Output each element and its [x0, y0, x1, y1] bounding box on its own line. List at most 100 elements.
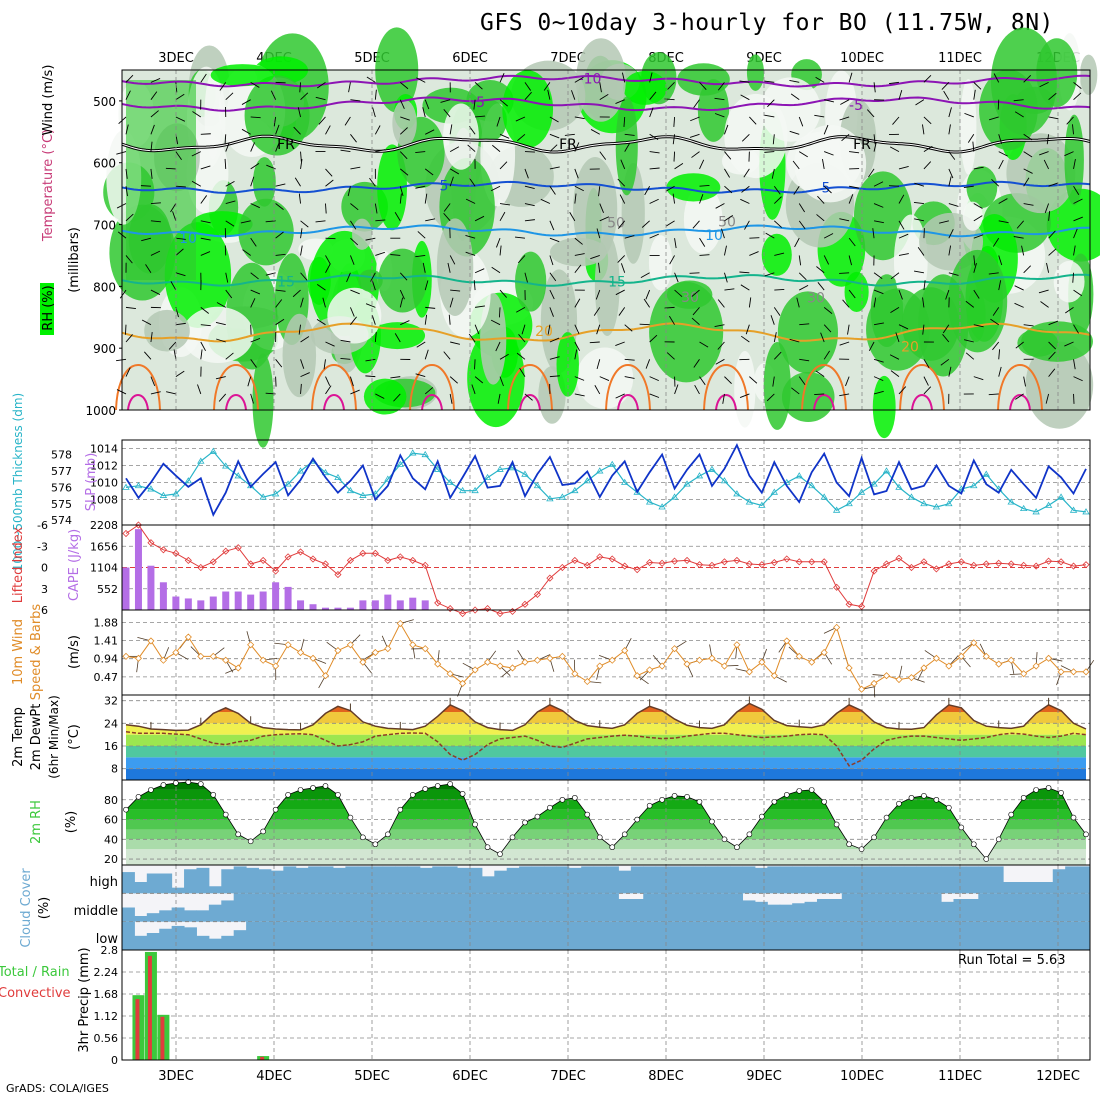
lifted-index-point: [359, 549, 367, 557]
rh-point: [559, 796, 566, 803]
cloud-bar: [779, 866, 793, 894]
lifted-index-point: [970, 561, 978, 569]
wind-barb: [774, 252, 785, 256]
cloud-bar: [320, 893, 334, 922]
lifted-index-point: [907, 563, 916, 572]
wind-barb: [170, 281, 177, 291]
wind-barb: [649, 198, 659, 204]
wind-barb: [215, 321, 226, 326]
wind10-point: [870, 679, 878, 687]
wind-barb: [666, 352, 675, 360]
wind10-point: [546, 654, 554, 662]
cloud-bar: [1027, 921, 1041, 950]
cloud-bar: [432, 866, 446, 894]
wind-barb: [250, 116, 261, 119]
cape-panel: 2208 1656 1104 552 -6 -3 0 3 6: [37, 519, 1090, 618]
wind-barb: [694, 384, 700, 395]
wind-barb: [125, 124, 129, 135]
wind-barb: [617, 255, 626, 263]
wind10-point: [134, 654, 143, 662]
wind-barb: [823, 233, 834, 239]
wind-barb: [275, 299, 283, 308]
rh-area: [960, 78, 977, 175]
rh-area: [648, 235, 673, 291]
wind-barb: [240, 220, 251, 224]
wind-barb: [1048, 210, 1051, 221]
cloud-bar: [208, 904, 222, 922]
wind-barb: [390, 254, 401, 256]
wind-barb: [415, 185, 426, 189]
wind-barb: [914, 218, 925, 222]
lifted-index-point: [184, 556, 192, 564]
wind-barb: [913, 270, 924, 274]
thickness-point: [1007, 498, 1015, 505]
cloud-bar: [146, 933, 160, 950]
thickness-point: [695, 472, 704, 479]
wind-barb: [250, 203, 260, 209]
rh-point: [222, 811, 229, 818]
wind-barb: [294, 177, 301, 187]
wind-barb: [774, 196, 782, 204]
wind-barb: [774, 288, 785, 291]
wind10-unit-label: (m/s): [67, 635, 82, 669]
rh-area: [666, 173, 721, 202]
wind-barb: [1013, 236, 1024, 239]
cape-tick: 1656: [90, 540, 118, 553]
wind-barb: [967, 134, 975, 143]
temperature-contour: [813, 394, 835, 411]
cloud-bar: [891, 921, 905, 950]
temp-band: [126, 712, 1086, 724]
rh-band: [126, 782, 1086, 790]
wind-barb: [772, 376, 775, 387]
wind-barb: [450, 341, 461, 345]
rh-area: [182, 306, 254, 364]
rh-point: [160, 782, 167, 788]
wind-barb: [699, 159, 705, 170]
wind-barb: [242, 249, 251, 256]
cape-bar: [409, 597, 417, 610]
wind-barb: [890, 370, 900, 377]
precip-conv-bar: [160, 1016, 165, 1060]
rh-point: [509, 834, 516, 841]
thickness-point: [458, 486, 467, 494]
temp-tick: 16: [104, 740, 118, 753]
wind-barb: [124, 324, 127, 335]
temp-band: [126, 757, 1086, 769]
wind-barb: [1048, 320, 1059, 326]
lifted-index-point: [1032, 562, 1040, 570]
cape-bar: [321, 607, 329, 610]
wind-barb: [764, 151, 775, 153]
thickness-point: [259, 493, 267, 500]
wind10-point: [932, 654, 940, 662]
thickness-point: [832, 506, 841, 513]
cape-axis-label: CAPE (J/kg): [67, 529, 82, 601]
lifted-index-point: [272, 567, 280, 575]
wind10-point: [708, 654, 716, 662]
thickness-point: [670, 493, 679, 500]
rh-area: [649, 281, 724, 383]
wind-barb: [948, 168, 954, 179]
wind-barb: [772, 134, 775, 145]
cloud-unit-label: (%): [37, 897, 52, 920]
wind-barb: [250, 298, 256, 308]
precip-frame: [121, 949, 1091, 1061]
wind-barb: [789, 80, 800, 83]
lifted-index-point: [683, 556, 691, 564]
wind-barb: [793, 185, 800, 195]
cloud-bar: [122, 872, 135, 894]
cloud-bar: [680, 866, 694, 894]
wind-barb: [674, 272, 679, 283]
wind-barb: [200, 133, 211, 135]
lifted-index-point: [259, 556, 267, 564]
wind10-point: [446, 670, 454, 678]
wind-barb: [449, 393, 453, 404]
date-label-bottom: 10DEC: [840, 1069, 884, 1084]
wind-barb: [275, 289, 286, 292]
cloud-bar: [419, 893, 433, 922]
thickness-point: [433, 465, 442, 472]
wind-barb: [724, 376, 732, 384]
wind-barb: [690, 116, 700, 122]
wind-barb: [691, 151, 700, 158]
cloud-bar: [543, 893, 557, 922]
rh-area: [576, 347, 634, 409]
